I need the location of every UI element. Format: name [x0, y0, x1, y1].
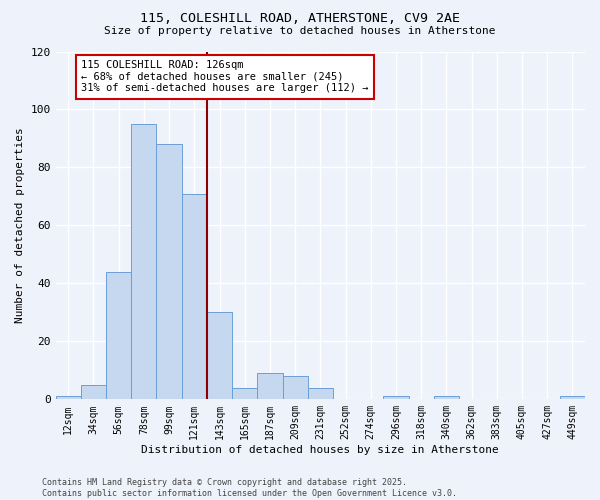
- Y-axis label: Number of detached properties: Number of detached properties: [15, 128, 25, 324]
- Bar: [56, 396, 81, 400]
- Bar: [560, 396, 585, 400]
- Text: 115, COLESHILL ROAD, ATHERSTONE, CV9 2AE: 115, COLESHILL ROAD, ATHERSTONE, CV9 2AE: [140, 12, 460, 26]
- Text: Contains HM Land Registry data © Crown copyright and database right 2025.
Contai: Contains HM Land Registry data © Crown c…: [42, 478, 457, 498]
- Bar: [308, 388, 333, 400]
- X-axis label: Distribution of detached houses by size in Atherstone: Distribution of detached houses by size …: [142, 445, 499, 455]
- Text: Size of property relative to detached houses in Atherstone: Size of property relative to detached ho…: [104, 26, 496, 36]
- Bar: [182, 194, 207, 400]
- Bar: [232, 388, 257, 400]
- Bar: [434, 396, 459, 400]
- Bar: [81, 385, 106, 400]
- Text: 115 COLESHILL ROAD: 126sqm
← 68% of detached houses are smaller (245)
31% of sem: 115 COLESHILL ROAD: 126sqm ← 68% of deta…: [81, 60, 368, 94]
- Bar: [131, 124, 157, 400]
- Bar: [157, 144, 182, 400]
- Bar: [283, 376, 308, 400]
- Bar: [207, 312, 232, 400]
- Bar: [106, 272, 131, 400]
- Bar: [383, 396, 409, 400]
- Bar: [257, 373, 283, 400]
